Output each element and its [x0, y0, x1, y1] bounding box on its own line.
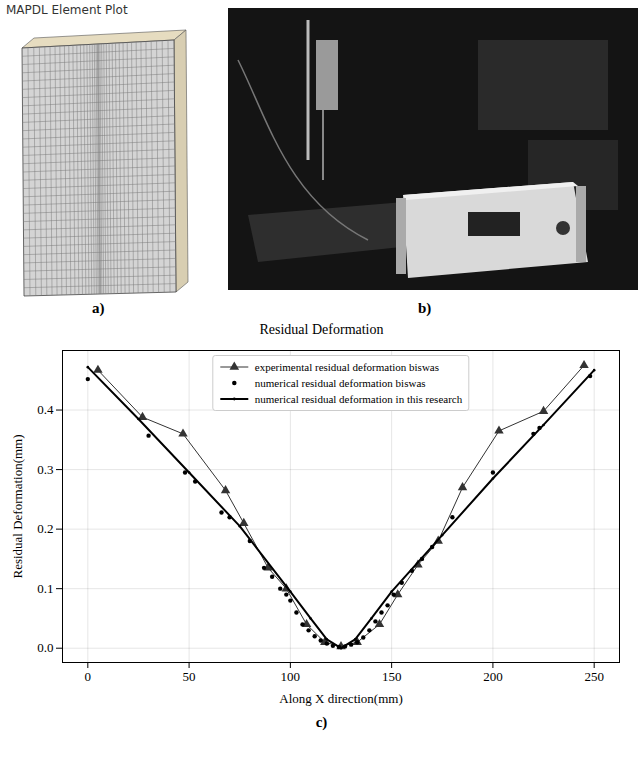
html-text:b): b): [418, 300, 432, 316]
html-text:a): a): [92, 300, 105, 316]
svg-text:0.4: 0.4: [37, 402, 54, 417]
svg-text:0.1: 0.1: [37, 581, 53, 596]
svg-text:150: 150: [382, 669, 402, 684]
html-text:c): c): [315, 714, 328, 730]
html-text:numerical residual deformation: numerical residual deformation in this r…: [254, 393, 463, 405]
svg-text:0.2: 0.2: [37, 521, 53, 536]
svg-text:0.3: 0.3: [37, 462, 53, 477]
svg-text:0.0: 0.0: [37, 640, 53, 655]
svg-text:Along X direction(mm): Along X direction(mm): [279, 691, 402, 706]
svg-text:50: 50: [183, 669, 196, 684]
html-text:Residual Deformation: Residual Deformation: [259, 322, 384, 337]
svg-text:0: 0: [85, 669, 92, 684]
html-text:numerical residual deformation: numerical residual deformation biswas: [254, 377, 426, 389]
svg-text:250: 250: [584, 669, 604, 684]
svg-text:MAPDL Element Plot: MAPDL Element Plot: [6, 3, 128, 17]
svg-text:Residual Deformation(mm): Residual Deformation(mm): [10, 434, 25, 578]
svg-text:100: 100: [281, 669, 301, 684]
svg-text:200: 200: [483, 669, 503, 684]
html-text:experimental residual deformat: experimental residual deformation biswas: [254, 361, 439, 373]
